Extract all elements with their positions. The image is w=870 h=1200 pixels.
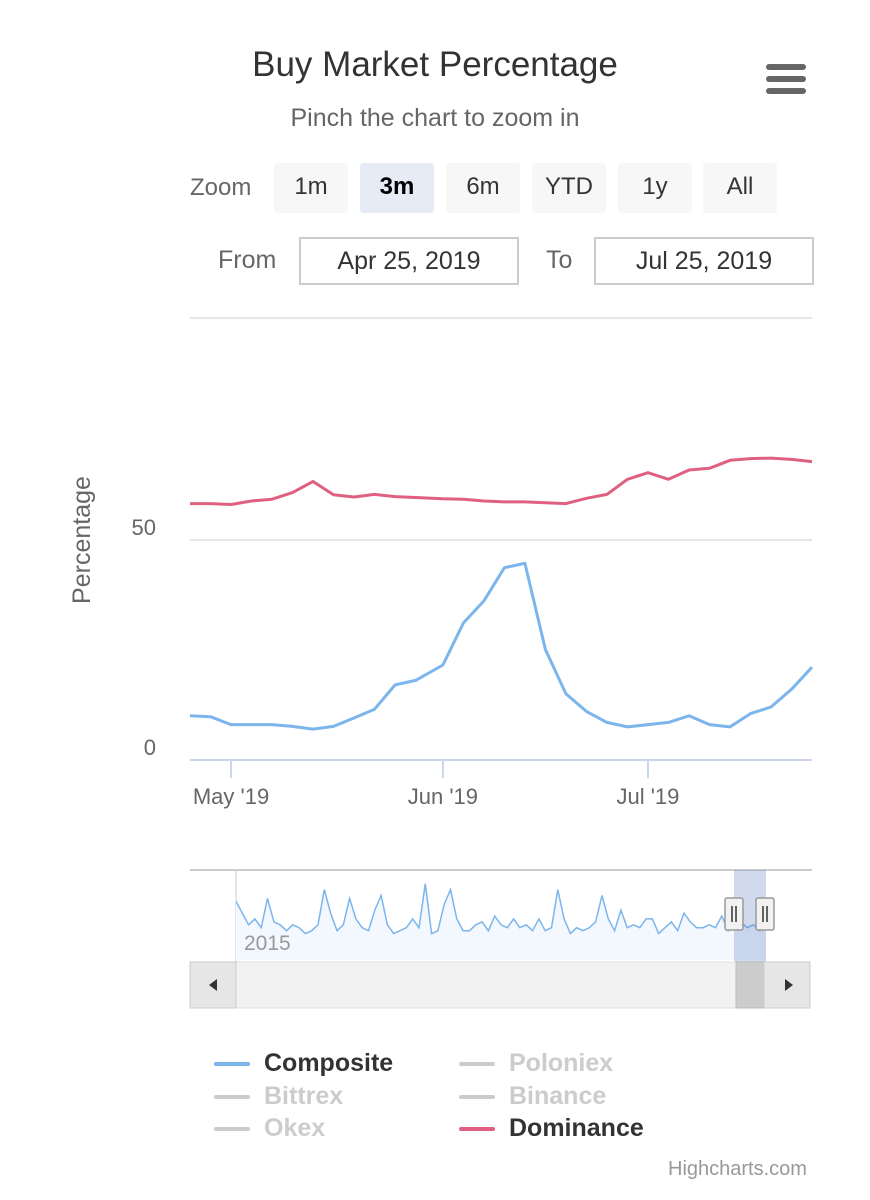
chart-subtitle: Pinch the chart to zoom in [290,104,580,132]
scrollbar-track[interactable] [189,961,811,1009]
zoom-button-1y[interactable]: 1y [618,163,692,213]
legend-label: Bittrex [264,1082,344,1110]
legend-label: Composite [264,1049,394,1077]
x-tick-label: Jul '19 [617,784,680,809]
zoom-button-ytd[interactable]: YTD [532,163,606,213]
to-date-input[interactable]: Jul 25, 2019 [594,237,814,285]
x-tick-label: May '19 [193,784,269,809]
navigator-series-line [235,883,767,935]
series-layer [189,456,814,731]
chart-title: Buy Market Percentage [252,45,618,84]
zoom-button-all[interactable]: All [703,163,777,213]
scrollbar-right-button[interactable] [763,961,811,1009]
scrollbar-thumb[interactable] [735,961,765,1009]
legend-symbol [459,1095,495,1099]
zoom-button-6m[interactable]: 6m [446,163,520,213]
y-tick-label-50: 50 [132,515,156,540]
navigator-year-label: 2015 [244,932,291,955]
chevron-right-icon [785,979,793,991]
series-line-dominance[interactable] [190,456,813,506]
legend-label: Poloniex [509,1049,614,1077]
hamburger-menu-icon [766,64,806,70]
legend-symbol [214,1062,250,1066]
chart-svg[interactable]: Percentage 50 0 May '19 Jun '19 Jul '19 20… [0,0,870,1040]
zoom-button-3m[interactable]: 3m [360,163,434,213]
context-menu-button[interactable] [762,60,810,98]
navigator-right-handle[interactable] [755,897,775,931]
series-line-composite[interactable] [189,561,814,731]
from-label: From [218,246,277,274]
y-tick-label-0: 0 [144,735,156,760]
zoom-label: Zoom [190,174,252,201]
hamburger-menu-icon-bar [766,76,806,82]
y-axis-label: Percentage [68,476,96,604]
legend-label: Okex [264,1114,326,1142]
scrollbar-left-button[interactable] [189,961,237,1009]
legend-symbol [459,1127,495,1131]
legend-label: Binance [509,1082,607,1110]
zoom-button-1m[interactable]: 1m [274,163,348,213]
x-axis-ticks: May '19 Jun '19 Jul '19 [193,760,680,809]
highcharts-credits[interactable]: Highcharts.com [668,1158,807,1180]
legend-symbol [459,1062,495,1066]
to-label: To [546,246,573,274]
chevron-left-icon [209,979,217,991]
from-date-input[interactable]: Apr 25, 2019 [299,237,519,285]
legend-symbol [214,1095,250,1099]
legend-label: Dominance [509,1114,644,1142]
hamburger-menu-icon-bar [766,88,806,94]
legend-symbol [214,1127,250,1131]
navigator-left-handle[interactable] [724,897,744,931]
navigator-series-area [236,883,766,960]
x-tick-label: Jun '19 [408,784,478,809]
